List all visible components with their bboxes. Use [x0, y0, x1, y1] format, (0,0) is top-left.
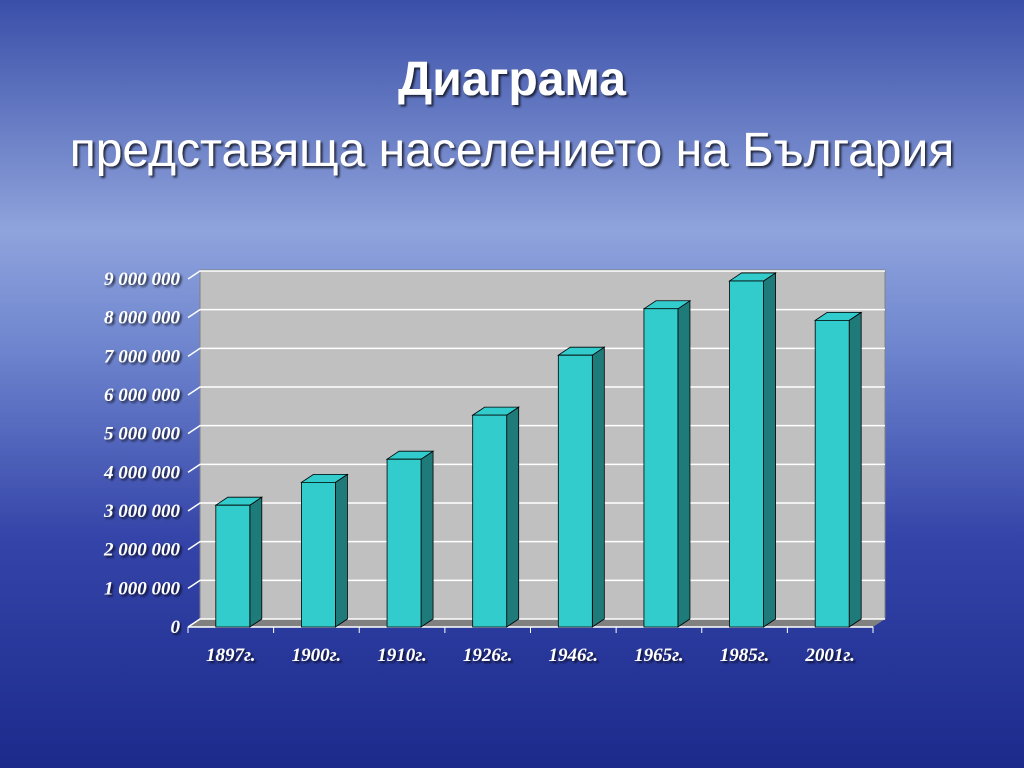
x-tick-label: 1910г.	[377, 645, 427, 666]
bar-front	[386, 458, 422, 628]
x-tick-label: 1900г.	[292, 645, 342, 666]
bar-side	[335, 473, 348, 628]
bar-side	[591, 346, 605, 628]
x-tick-label: 1965г.	[634, 645, 684, 666]
x-tick-label: 2001г.	[804, 645, 855, 666]
x-tick-label: 1985г.	[720, 645, 770, 666]
y-tick-label: 7 000 000	[104, 346, 181, 367]
bar-front	[215, 504, 251, 628]
bar-side	[420, 450, 434, 628]
bar	[813, 311, 863, 628]
bar	[214, 496, 264, 628]
bar-front	[557, 354, 593, 628]
bar	[728, 272, 777, 628]
y-tick-label: 0	[171, 617, 181, 638]
bar-side	[506, 406, 520, 628]
bar	[300, 473, 349, 628]
y-tick-label: 6 000 000	[104, 385, 181, 406]
bar-front	[301, 481, 336, 628]
x-tick-label: 1897г.	[206, 645, 256, 666]
y-tick-label: 3 000 000	[103, 501, 181, 522]
bar-side	[848, 311, 862, 628]
bar	[471, 406, 521, 628]
bar	[642, 300, 692, 628]
x-tick-label: 1946г.	[549, 645, 599, 666]
x-tick-label: 1926г.	[463, 645, 513, 666]
y-tick-label: 8 000 000	[104, 308, 181, 329]
bar	[385, 450, 435, 628]
bar-front	[472, 414, 508, 628]
bar-side	[249, 496, 263, 628]
bar-side	[763, 272, 776, 628]
bar-front	[729, 280, 764, 628]
floor	[188, 619, 885, 627]
title: Диаграма	[398, 53, 626, 106]
y-tick-label: 4 000 000	[103, 462, 181, 483]
title-rest: представяща населението на България	[70, 124, 955, 177]
bar-side	[677, 300, 691, 628]
grid-line	[187, 270, 885, 280]
y-tick-label: 5 000 000	[104, 424, 181, 445]
bar	[556, 346, 606, 628]
y-tick-label: 2 000 000	[103, 540, 181, 561]
y-tick-label: 9 000 000	[104, 269, 181, 290]
bar-front	[643, 308, 679, 628]
title-bold: Диаграма	[398, 53, 626, 106]
y-tick-label: 1 000 000	[104, 578, 181, 599]
bar-front	[814, 319, 850, 628]
